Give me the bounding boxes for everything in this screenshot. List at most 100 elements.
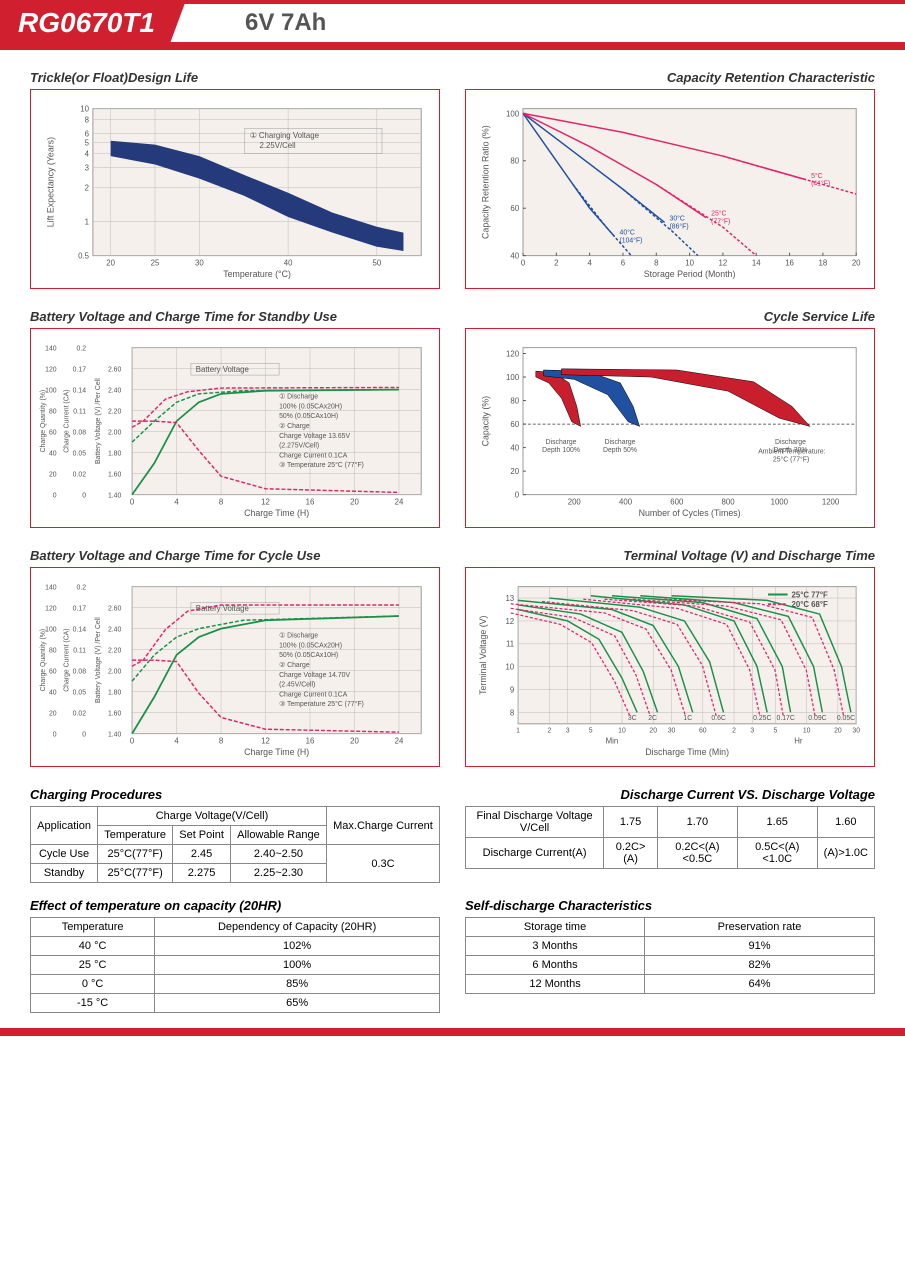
svg-text:1.80: 1.80 bbox=[108, 451, 122, 458]
svg-text:30: 30 bbox=[852, 728, 860, 735]
svg-text:25°C (77°F): 25°C (77°F) bbox=[773, 456, 809, 464]
svg-text:0: 0 bbox=[130, 497, 135, 506]
svg-text:4: 4 bbox=[587, 258, 592, 267]
svg-text:2.60: 2.60 bbox=[108, 606, 122, 613]
svg-text:12: 12 bbox=[261, 497, 270, 506]
svg-text:Min: Min bbox=[606, 736, 619, 745]
svg-text:12: 12 bbox=[719, 258, 728, 267]
svg-text:60: 60 bbox=[49, 669, 57, 676]
discharge-voltage-table: Final Discharge Voltage V/Cell1.751.701.… bbox=[465, 806, 875, 869]
svg-text:Discharge: Discharge bbox=[775, 439, 806, 446]
svg-text:4: 4 bbox=[85, 150, 90, 159]
svg-text:10: 10 bbox=[80, 105, 89, 114]
svg-text:80: 80 bbox=[49, 409, 57, 416]
svg-text:0.17: 0.17 bbox=[73, 606, 87, 613]
svg-text:1: 1 bbox=[516, 728, 520, 735]
svg-text:120: 120 bbox=[45, 606, 57, 613]
svg-text:Ambient Temperature:: Ambient Temperature: bbox=[758, 448, 825, 455]
svg-text:20: 20 bbox=[350, 497, 359, 506]
table-title: Effect of temperature on capacity (20HR) bbox=[30, 898, 440, 913]
svg-text:20: 20 bbox=[852, 258, 861, 267]
svg-text:11: 11 bbox=[506, 640, 514, 649]
svg-text:Charge Current (CA): Charge Current (CA) bbox=[63, 389, 70, 452]
svg-text:0.05: 0.05 bbox=[73, 690, 87, 697]
svg-text:2: 2 bbox=[554, 258, 558, 267]
svg-text:140: 140 bbox=[45, 346, 57, 353]
svg-text:0.08: 0.08 bbox=[73, 430, 87, 437]
self-discharge-table: Storage timePreservation rate3 Months91%… bbox=[465, 917, 875, 994]
svg-text:100: 100 bbox=[45, 627, 57, 634]
svg-text:14: 14 bbox=[752, 258, 761, 267]
svg-text:30: 30 bbox=[195, 258, 204, 267]
svg-text:Charge Voltage 13.65V: Charge Voltage 13.65V bbox=[279, 433, 350, 440]
svg-text:4: 4 bbox=[174, 736, 179, 745]
svg-text:① Charging Voltage: ① Charging Voltage bbox=[250, 131, 319, 140]
svg-text:25°C: 25°C bbox=[711, 210, 726, 218]
svg-text:50% (0.05CAx10H): 50% (0.05CAx10H) bbox=[279, 413, 338, 420]
svg-text:40°C: 40°C bbox=[620, 229, 635, 237]
svg-text:0.09C: 0.09C bbox=[808, 715, 826, 722]
svg-text:120: 120 bbox=[45, 367, 57, 374]
svg-text:0.11: 0.11 bbox=[73, 409, 86, 416]
svg-text:24: 24 bbox=[395, 736, 404, 745]
svg-text:20: 20 bbox=[834, 728, 842, 735]
svg-text:2.20: 2.20 bbox=[108, 409, 122, 416]
svg-text:20: 20 bbox=[649, 728, 657, 735]
svg-text:Charge Current (CA): Charge Current (CA) bbox=[63, 628, 70, 691]
svg-text:③ Temperature 25°C (77°F): ③ Temperature 25°C (77°F) bbox=[279, 461, 364, 469]
svg-text:30: 30 bbox=[668, 728, 676, 735]
svg-text:0.08: 0.08 bbox=[73, 669, 87, 676]
svg-text:1200: 1200 bbox=[822, 497, 840, 506]
chart-title: Cycle Service Life bbox=[465, 309, 875, 324]
svg-text:Temperature (°C): Temperature (°C) bbox=[223, 269, 291, 279]
svg-text:② Charge: ② Charge bbox=[279, 422, 310, 430]
svg-text:20: 20 bbox=[106, 258, 115, 267]
svg-text:Discharge Time (Min): Discharge Time (Min) bbox=[645, 747, 729, 757]
svg-text:13: 13 bbox=[505, 594, 514, 603]
chart-title: Battery Voltage and Charge Time for Stan… bbox=[30, 309, 440, 324]
svg-text:3: 3 bbox=[85, 164, 90, 173]
cycle-life-chart: 20040060080010001200020406080100120Disch… bbox=[474, 337, 866, 519]
svg-text:(2.275V/Cell): (2.275V/Cell) bbox=[279, 443, 319, 450]
svg-text:2.25V/Cell: 2.25V/Cell bbox=[260, 141, 296, 150]
svg-text:2.60: 2.60 bbox=[108, 367, 122, 374]
svg-text:0: 0 bbox=[53, 732, 57, 739]
svg-text:20: 20 bbox=[510, 467, 519, 476]
svg-text:(2.45V/Cell): (2.45V/Cell) bbox=[279, 682, 315, 689]
svg-text:10: 10 bbox=[618, 728, 626, 735]
svg-text:2: 2 bbox=[85, 184, 89, 193]
svg-text:Battery Voltage: Battery Voltage bbox=[196, 365, 249, 374]
svg-text:Discharge: Discharge bbox=[605, 439, 636, 446]
svg-text:2.00: 2.00 bbox=[108, 669, 122, 676]
svg-text:20°C 68°F: 20°C 68°F bbox=[792, 600, 829, 609]
svg-text:30°C: 30°C bbox=[670, 214, 685, 222]
svg-text:3: 3 bbox=[750, 728, 754, 735]
svg-text:6: 6 bbox=[85, 130, 90, 139]
svg-text:12: 12 bbox=[505, 617, 514, 626]
svg-text:2.20: 2.20 bbox=[108, 648, 122, 655]
cycle-use-chart: 04812162024001.40200.021.60400.051.80600… bbox=[39, 576, 431, 758]
svg-text:80: 80 bbox=[510, 157, 519, 166]
svg-text:(77°F): (77°F) bbox=[711, 218, 730, 226]
standby-chart: 04812162024001.40200.021.60400.051.80600… bbox=[39, 337, 431, 519]
svg-text:120: 120 bbox=[506, 349, 520, 358]
svg-text:Charge Current 0.1CA: Charge Current 0.1CA bbox=[279, 691, 348, 698]
svg-text:8: 8 bbox=[219, 736, 224, 745]
svg-text:60: 60 bbox=[510, 204, 519, 213]
svg-text:0.25C: 0.25C bbox=[753, 715, 771, 722]
svg-text:(104°F): (104°F) bbox=[620, 237, 643, 245]
trickle-chart: 20253040500.5123456810Temperature (°C)Li… bbox=[39, 98, 431, 280]
svg-text:1: 1 bbox=[85, 218, 89, 227]
svg-text:100% (0.05CAx20H): 100% (0.05CAx20H) bbox=[279, 642, 342, 649]
svg-text:0: 0 bbox=[82, 493, 86, 500]
svg-text:3: 3 bbox=[566, 728, 570, 735]
svg-text:140: 140 bbox=[45, 585, 57, 592]
svg-text:8: 8 bbox=[654, 258, 659, 267]
svg-text:0: 0 bbox=[515, 491, 520, 500]
svg-text:100: 100 bbox=[506, 109, 520, 118]
svg-text:20: 20 bbox=[350, 736, 359, 745]
svg-text:400: 400 bbox=[619, 497, 633, 506]
svg-text:2: 2 bbox=[547, 728, 551, 735]
svg-text:50% (0.05CAx10H): 50% (0.05CAx10H) bbox=[279, 652, 338, 659]
svg-text:8: 8 bbox=[85, 116, 90, 125]
